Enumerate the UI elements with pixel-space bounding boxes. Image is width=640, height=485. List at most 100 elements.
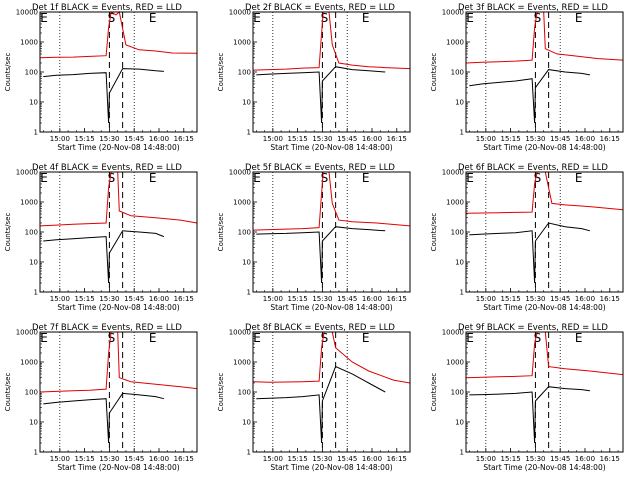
plot-frame: [465, 171, 624, 293]
y-tick-label: 10: [455, 419, 464, 427]
panel-title: Det 7f BLACK = Events, RED = LLD: [32, 323, 182, 333]
events-series-line: [43, 230, 165, 284]
x-tick-label: 15:45: [337, 455, 357, 463]
x-axis-label: Start Time (20-Nov-08 14:48:00): [270, 463, 392, 472]
y-tick-label: 10000: [442, 9, 464, 17]
x-tick-label: 16:15: [600, 455, 620, 463]
x-tick-label: 15:45: [550, 135, 570, 143]
x-tick-label: 15:15: [75, 135, 95, 143]
x-tick-label: 15:00: [263, 295, 283, 303]
lld-series-line: [39, 171, 198, 227]
detector-panel: Det 6f BLACK = Events, RED = LLD Counts/s…: [430, 163, 624, 312]
detector-panel: Det 8f BLACK = Events, RED = LLD Counts/s…: [217, 323, 411, 472]
interval-marker-label: E: [253, 11, 261, 25]
x-tick-label: 15:15: [501, 455, 521, 463]
y-tick-label: 10: [29, 99, 38, 107]
y-tick-label: 10: [29, 419, 38, 427]
x-tick-label: 15:00: [476, 295, 496, 303]
x-tick-label: 15:15: [288, 455, 308, 463]
x-tick-label: 15:45: [124, 295, 144, 303]
x-tick-label: 15:15: [288, 295, 308, 303]
x-tick-label: 16:15: [174, 295, 194, 303]
detector-panel: Det 5f BLACK = Events, RED = LLD Counts/s…: [217, 163, 411, 312]
x-tick-label: 15:00: [263, 455, 283, 463]
x-tick-label: 16:00: [362, 295, 382, 303]
y-tick-label: 10: [455, 99, 464, 107]
y-tick-label: 1: [34, 289, 38, 297]
events-series-line: [43, 68, 164, 124]
x-tick-label: 16:15: [387, 135, 407, 143]
plot-frame: [252, 171, 411, 293]
interval-marker-label: E: [466, 331, 474, 345]
lld-series-line: [465, 11, 624, 64]
y-tick-label: 10000: [442, 329, 464, 337]
y-tick-label: 1: [247, 449, 251, 457]
x-tick-label: 15:00: [263, 135, 283, 143]
x-tick-label: 16:00: [149, 135, 169, 143]
y-tick-label: 1: [460, 289, 464, 297]
y-tick-label: 100: [238, 69, 251, 77]
x-tick-label: 15:45: [337, 135, 357, 143]
y-axis-label: Counts/sec: [4, 373, 12, 412]
detector-panel: Det 9f BLACK = Events, RED = LLD Counts/s…: [430, 323, 624, 472]
x-tick-label: 16:00: [362, 135, 382, 143]
y-axis-label: Counts/sec: [4, 53, 12, 92]
interval-marker-label: S: [108, 11, 116, 25]
y-tick-label: 10000: [229, 169, 251, 177]
lld-series-line: [252, 11, 411, 71]
plot-frame: [252, 11, 411, 133]
panel-title: Det 2f BLACK = Events, RED = LLD: [245, 3, 395, 13]
x-tick-label: 15:30: [99, 135, 119, 143]
panel-title: Det 1f BLACK = Events, RED = LLD: [32, 3, 182, 13]
y-tick-label: 10: [455, 259, 464, 267]
interval-marker-label: E: [575, 331, 583, 345]
y-axis-label: Counts/sec: [430, 213, 438, 252]
x-tick-label: 15:30: [312, 135, 332, 143]
interval-marker-label: S: [534, 11, 542, 25]
y-tick-label: 1000: [446, 39, 464, 47]
y-tick-label: 100: [451, 389, 464, 397]
x-tick-label: 15:30: [312, 295, 332, 303]
y-tick-label: 10: [242, 259, 251, 267]
x-axis-label: Start Time (20-Nov-08 14:48:00): [270, 303, 392, 312]
plot-frame: [252, 331, 411, 453]
panel-title: Det 8f BLACK = Events, RED = LLD: [245, 323, 395, 333]
x-tick-label: 16:00: [575, 455, 595, 463]
x-tick-label: 15:45: [124, 135, 144, 143]
x-tick-label: 15:30: [312, 455, 332, 463]
interval-marker-label: S: [534, 171, 542, 185]
x-tick-label: 16:15: [387, 295, 407, 303]
y-tick-label: 1: [34, 129, 38, 137]
y-tick-label: 10000: [442, 169, 464, 177]
plot-frame: [39, 171, 198, 293]
plot-frame: [465, 331, 624, 453]
events-series-line: [469, 69, 590, 124]
events-series-line: [469, 222, 591, 284]
y-tick-label: 1000: [20, 39, 38, 47]
y-tick-label: 100: [25, 69, 38, 77]
events-series-line: [469, 386, 590, 444]
interval-marker-label: E: [40, 11, 48, 25]
x-tick-label: 15:00: [50, 295, 70, 303]
x-tick-label: 15:45: [337, 295, 357, 303]
x-axis-label: Start Time (20-Nov-08 14:48:00): [270, 143, 392, 152]
events-series-line: [256, 365, 386, 444]
y-tick-label: 100: [451, 69, 464, 77]
interval-marker-label: E: [362, 11, 370, 25]
x-axis-label: Start Time (20-Nov-08 14:48:00): [57, 463, 179, 472]
x-tick-label: 15:45: [124, 455, 144, 463]
events-series-line: [256, 226, 386, 284]
interval-marker-label: S: [108, 171, 116, 185]
interval-marker-label: E: [466, 11, 474, 25]
x-axis-label: Start Time (20-Nov-08 14:48:00): [483, 143, 605, 152]
y-tick-label: 1: [247, 129, 251, 137]
x-tick-label: 15:00: [476, 135, 496, 143]
y-tick-label: 100: [238, 389, 251, 397]
lld-series-line: [465, 331, 624, 379]
y-tick-label: 1: [34, 449, 38, 457]
detector-panel: Det 2f BLACK = Events, RED = LLD Counts/s…: [217, 3, 411, 152]
lld-series-line: [465, 171, 624, 214]
interval-marker-label: S: [534, 331, 542, 345]
y-tick-label: 10000: [16, 9, 38, 17]
